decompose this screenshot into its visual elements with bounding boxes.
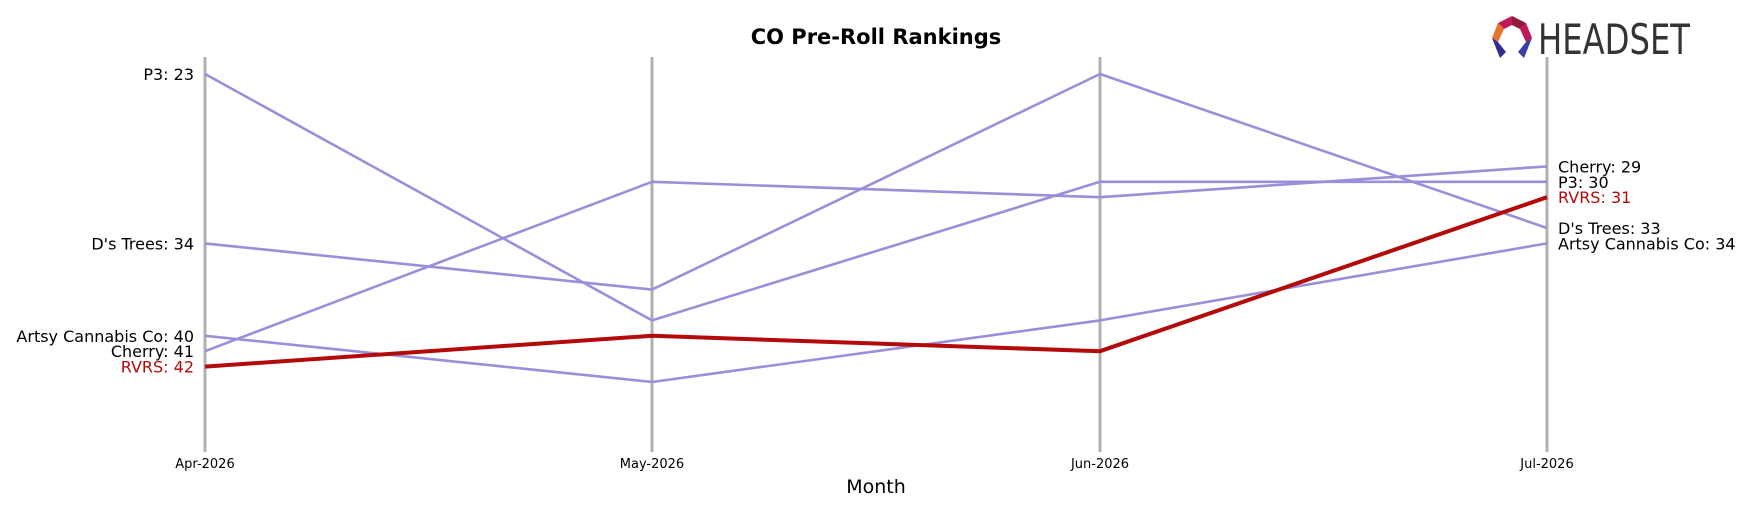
headset-logo-text: HEADSET [1538, 15, 1690, 64]
x-tick-label: May-2026 [620, 457, 684, 472]
series-end-label: P3: 30 [1558, 173, 1609, 192]
series-start-label: RVRS: 42 [121, 358, 194, 377]
headset-logo: HEADSET [1492, 15, 1690, 64]
x-tick-label: Jul-2026 [1519, 457, 1573, 472]
series-end-label: Cherry: 29 [1558, 157, 1641, 176]
series-line [204, 72, 1547, 322]
series-end-label: RVRS: 31 [1558, 188, 1631, 207]
series-start-label: Artsy Cannabis Co: 40 [16, 327, 194, 346]
series-start-label: P3: 23 [143, 65, 194, 84]
chart-title: CO Pre-Roll Rankings [751, 25, 1002, 49]
x-tick-label: Apr-2026 [175, 457, 234, 472]
series-line [204, 165, 1548, 353]
series-line [204, 195, 1548, 369]
series-start-label: D's Trees: 34 [91, 234, 194, 253]
x-axis-label: Month [846, 476, 906, 498]
series-lines [204, 72, 1548, 384]
headset-logo-mark [1492, 16, 1532, 58]
series-line [204, 242, 1548, 384]
x-tick-label: Jun-2026 [1070, 457, 1129, 472]
series-start-label: Cherry: 41 [111, 342, 194, 361]
month-axis-lines [203, 57, 1549, 452]
series-end-label: Artsy Cannabis Co: 34 [1558, 234, 1736, 253]
x-tick-labels: Apr-2026 May-2026 Jun-2026 Jul-2026 [175, 457, 1573, 472]
series-end-label: D's Trees: 33 [1558, 219, 1661, 238]
